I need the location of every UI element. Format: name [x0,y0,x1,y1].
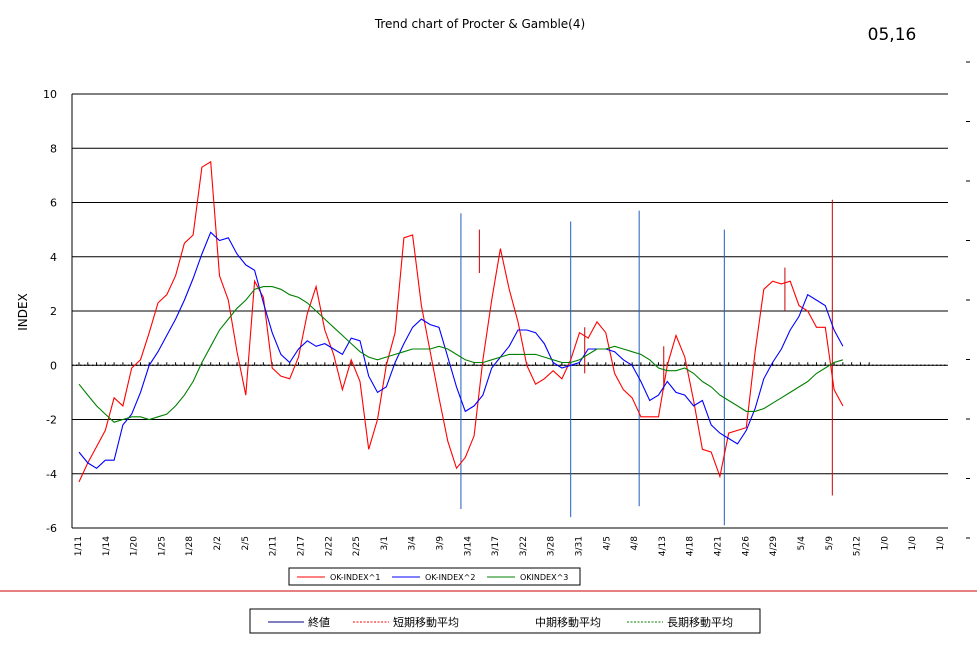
x-tick-label: 3/22 [519,536,529,556]
x-tick-labels: 1/11 1/14 1/20 1/25 1/28 2/2 2/5 2/11 2/17 2/22 2/… [74,536,946,556]
x-tick-label: 1/25 [157,536,167,556]
legend-top-label: OK-INDEX^2 [425,573,475,582]
legend-bottom-label: 短期移動平均 [393,615,459,629]
x-tick-label: 1/14 [102,536,112,556]
y-tick-label: -2 [46,414,57,427]
legend-bottom-label: 終値 [308,615,330,629]
y-tick-labels: 10 8 6 4 2 0 -2 -4 -6 [43,88,57,535]
x-tick-label: 4/29 [769,536,779,556]
x-tick-label: 2/11 [269,536,279,556]
series-line-1 [78,160,844,483]
y-tick-label: -4 [46,468,57,481]
y-tick-label: 4 [50,251,57,264]
legend-bottom-label: 中期移動平均 [535,615,601,629]
x-tick-label: 2/17 [296,536,306,556]
gridlines [72,93,948,529]
y-tick-label: 0 [50,359,57,372]
x-tick-label: 1/11 [74,536,84,556]
x-tick-label: 3/4 [408,536,418,551]
x-tick-label: 2/2 [213,536,223,550]
x-tick-label: 4/5 [602,536,612,550]
legend-bottom: 終値 短期移動平均 中期移動平均 長期移動平均 [249,608,761,634]
x-tick-label: 3/14 [463,536,473,556]
x-tick-label: 3/17 [491,536,501,556]
date-stamp: 05,16 [868,25,917,45]
y-tick-label: -6 [46,522,57,535]
x-tick-label: 3/31 [575,536,585,556]
y-tick-label: 8 [50,142,57,155]
x-tick-label: 4/13 [658,536,668,556]
x-tick-label: 4/21 [714,536,724,556]
x-tick-label: 2/22 [324,536,334,556]
y-tick-label: 2 [50,305,57,318]
x-tick-label: 2/25 [352,536,362,556]
y-axis-label: INDEX [16,293,30,331]
x-tick-label: 1/0 [880,536,890,551]
x-tick-label: 2/5 [241,536,251,550]
x-tick-label: 4/8 [630,536,640,551]
legend-bottom-box [249,608,761,634]
x-tick-label: 3/28 [547,536,557,556]
x-tick-label: 4/18 [686,536,696,556]
series-line-3 [78,286,844,423]
x-tick-label: 3/9 [435,536,445,551]
legend-top: OK-INDEX^1 OK-INDEX^2 OKINDEX^3 [288,567,581,586]
legend-top-label: OK-INDEX^1 [330,573,380,582]
y-tick-label: 6 [50,197,57,210]
x-tick-label: 5/4 [797,536,807,551]
chart-title: Trend chart of Procter & Gamble(4) [374,17,585,31]
x-tick-label: 1/0 [908,536,918,551]
x-tick-label: 5/12 [853,536,863,556]
x-tick-label: 5/9 [825,536,835,551]
series-lines [78,160,844,483]
legend-bottom-label: 長期移動平均 [667,615,733,629]
legend-top-label: OKINDEX^3 [520,573,568,582]
vertical-markers [460,199,833,526]
x-tick-label: 4/26 [741,536,751,556]
x-tick-label: 1/20 [130,536,140,556]
right-axis-ticks [966,61,970,539]
series-line-2 [78,231,844,469]
x-tick-label: 1/28 [185,536,195,556]
x-tick-label: 1/0 [936,536,946,551]
x-tick-label: 3/1 [380,536,390,550]
y-tick-label: 10 [43,88,57,101]
legend-top-box [288,567,581,586]
